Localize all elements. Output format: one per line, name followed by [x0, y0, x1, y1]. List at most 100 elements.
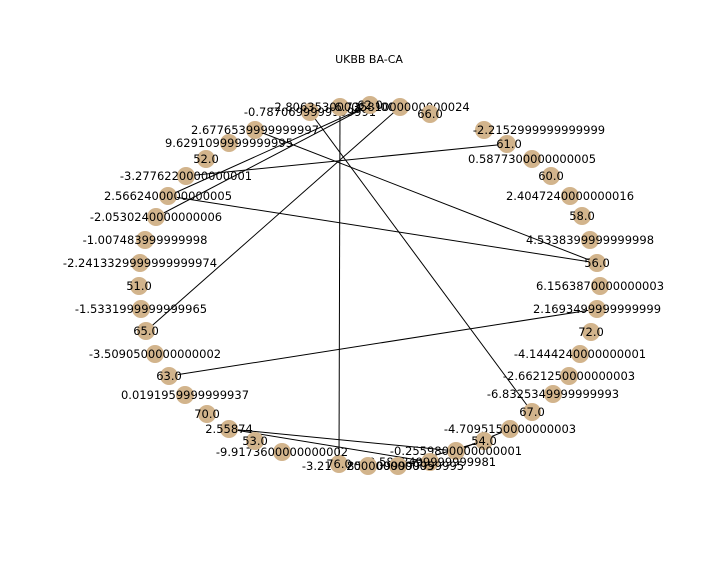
graph-node: 2.5662400000000005	[104, 187, 232, 205]
node-label: 65.0	[133, 324, 159, 338]
node-circle	[588, 254, 606, 272]
graph-node: 61.0	[496, 135, 522, 153]
graph-node: 58.0	[569, 207, 595, 225]
node-label: -1.007483999999998	[83, 233, 208, 247]
node-label: 67.0	[519, 405, 545, 419]
graph-node: 4.5338399999999998	[526, 231, 654, 249]
node-circle	[159, 187, 177, 205]
graph-node: -3.2140200000000005	[302, 457, 434, 475]
node-circle	[197, 150, 215, 168]
node-circle	[220, 420, 238, 438]
node-circle	[498, 135, 516, 153]
edge	[309, 111, 533, 413]
node-label: 2.1693499999999999	[533, 302, 661, 316]
node-circle	[177, 167, 195, 185]
node-circle	[273, 443, 291, 461]
graph-node: 72.0	[578, 323, 604, 341]
node-label: 62.0	[357, 98, 383, 112]
node-label: -4.1444240000000001	[514, 347, 646, 361]
graph-node: -2.6621250000000003	[503, 367, 635, 385]
graph-node: 63.0	[156, 367, 182, 385]
edge-layer	[145, 104, 598, 467]
graph-node: -2.2152999999999999	[473, 121, 605, 139]
edge	[338, 106, 341, 465]
node-label: -2.2152999999999999	[473, 123, 605, 137]
node-label: 70.0	[194, 407, 220, 421]
node-label: -2.6621250000000003	[503, 369, 635, 383]
node-circle	[544, 385, 562, 403]
graph-node: -4.1444240000000001	[514, 345, 646, 363]
node-circle	[591, 277, 609, 295]
node-circle	[573, 207, 591, 225]
graph-node: -9.9173600000000002	[216, 443, 348, 461]
node-label: 60.0	[538, 169, 564, 183]
graph-node: 9.6291099999999995	[165, 134, 293, 152]
graph-node: 66.0	[417, 105, 443, 123]
node-label: 66.0	[417, 107, 443, 121]
node-circle	[147, 208, 165, 226]
graph-node: 67.0	[519, 403, 545, 421]
node-circle	[389, 457, 407, 475]
node-label: 2.6776539999999997	[191, 123, 319, 137]
graph-node: 2.1693499999999999	[533, 300, 661, 318]
edge	[228, 428, 431, 463]
node-circle	[561, 187, 579, 205]
node-circle	[130, 277, 148, 295]
node-label: 56.0	[584, 256, 610, 270]
node-circle	[581, 231, 599, 249]
node-circle	[220, 134, 238, 152]
node-circle	[475, 121, 493, 139]
graph-node: -6.8325349999999993	[487, 385, 619, 403]
graph-node: -3.2776220000000001	[120, 167, 252, 185]
node-label: 76.0	[326, 457, 352, 471]
node-circle	[137, 322, 155, 340]
graph-node: -1.007483999999998	[83, 231, 208, 249]
graph-node: -4.7095150000000003	[444, 420, 576, 438]
node-label: -6.73581000000000024	[330, 100, 470, 114]
graph-node: 2.55874	[205, 420, 253, 438]
graph-node: -2.0530240000000006	[90, 208, 222, 226]
graph-node: 65.0	[133, 322, 159, 340]
node-label: -6.8325349999999993	[487, 387, 619, 401]
node-label: -9.9173600000000002	[216, 445, 348, 459]
node-circle	[582, 323, 600, 341]
node-label: 72.0	[578, 325, 604, 339]
node-circle	[246, 121, 264, 139]
graph-node: 2.6776539999999997	[191, 121, 319, 139]
edge	[185, 143, 508, 177]
edge	[168, 308, 598, 377]
graph-node: -0.2559800000000001	[390, 442, 522, 460]
node-label: 4.5338399999999998	[526, 233, 654, 247]
node-label: 53.0	[242, 434, 268, 448]
graph-node: -6.73581000000000024	[330, 98, 470, 116]
graph-node: 6.1563870000000003	[536, 277, 664, 295]
node-label: 54.0	[471, 434, 497, 448]
node-circle	[176, 386, 194, 404]
node-label: 2.55874	[205, 422, 253, 436]
node-label: 2.5662400000000005	[104, 189, 232, 203]
graph-node: 53.0	[242, 432, 268, 450]
graph-node: 52.0	[193, 150, 219, 168]
node-circle	[523, 150, 541, 168]
node-label: -2.0530240000000006	[90, 210, 222, 224]
graph-node: -3.5090500000000002	[89, 345, 221, 363]
node-label: -0.2559800000000001	[390, 444, 522, 458]
node-layer: -0.7870699999999991-2.806353000000000146…	[63, 96, 664, 475]
node-label: -1.5331999999999965	[75, 302, 207, 316]
node-label: 9.6291099999999995	[165, 136, 293, 150]
node-label: 58.0	[569, 209, 595, 223]
node-label: -3.5090500000000002	[89, 347, 221, 361]
node-circle	[571, 345, 589, 363]
graph-node: 2.4047240000000016	[506, 187, 634, 205]
node-label: 0.5877300000000005	[468, 152, 596, 166]
node-label: -4.7095150000000003	[444, 422, 576, 436]
edge	[254, 129, 598, 264]
graph-node: 60.0	[538, 167, 564, 185]
node-circle	[542, 167, 560, 185]
node-circle	[331, 98, 349, 116]
node-circle	[421, 105, 439, 123]
node-label: 2.4047240000000016	[506, 189, 634, 203]
node-label: -3.2140200000000005	[302, 459, 434, 473]
edge	[167, 104, 371, 197]
